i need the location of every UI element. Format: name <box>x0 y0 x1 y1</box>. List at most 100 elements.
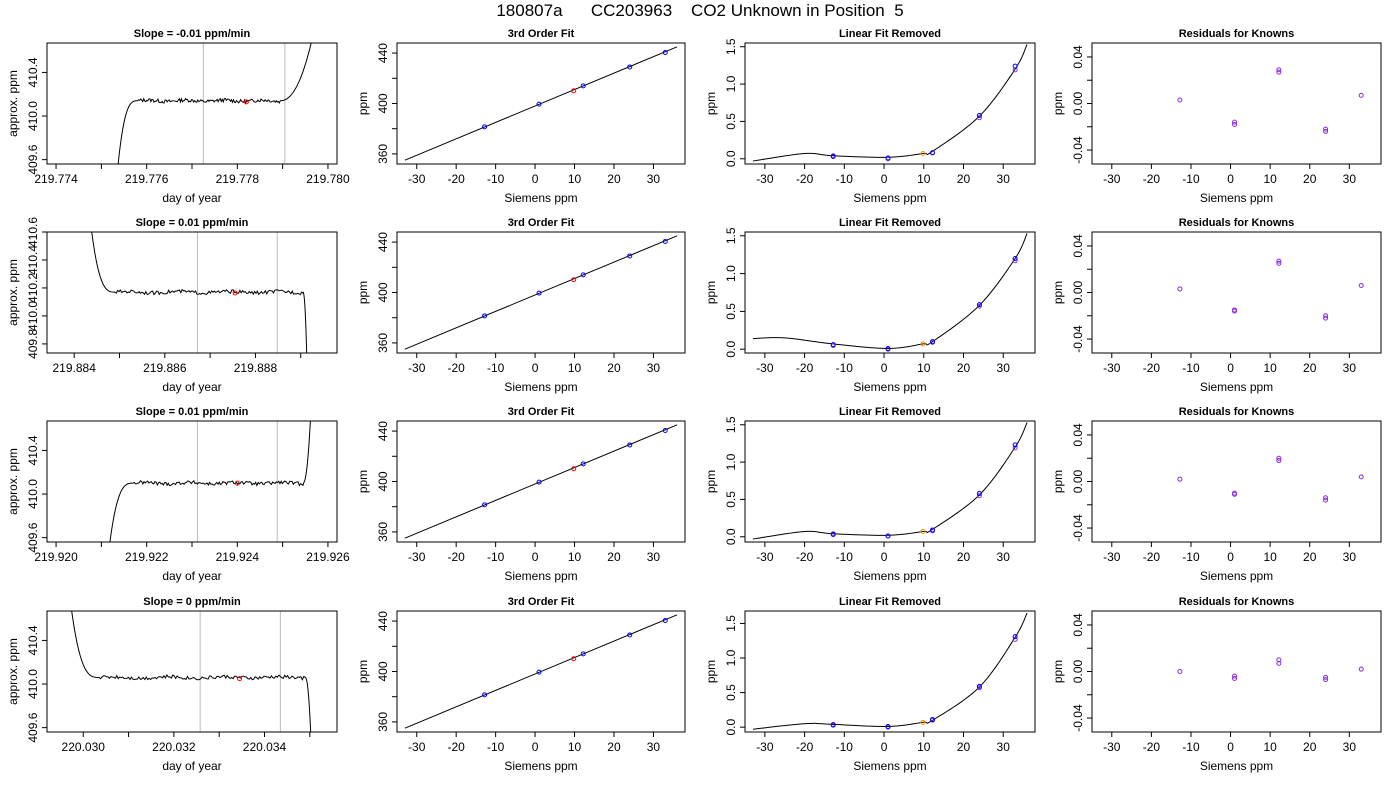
plot-area <box>752 44 1028 162</box>
x-tick-label: 10 <box>568 740 582 754</box>
x-tick-label: -20 <box>1143 172 1161 186</box>
known-point <box>976 115 982 121</box>
x-tick-label: -20 <box>448 740 466 754</box>
x-tick-label: -30 <box>1103 740 1121 754</box>
residual-point <box>1232 673 1238 679</box>
residual-point <box>1276 67 1282 73</box>
x-tick-label: 0 <box>1227 740 1234 754</box>
unknown-point <box>571 466 577 472</box>
x-tick-label: -20 <box>1143 550 1161 564</box>
y-axis-label: ppm <box>704 660 718 683</box>
y-tick-label: -0.04 <box>1071 136 1085 164</box>
unknown-average-point <box>237 676 243 682</box>
residual-point <box>1358 666 1364 672</box>
plot-frame <box>1091 420 1382 543</box>
plot-area <box>117 43 312 164</box>
y-tick-label: 0.04 <box>1071 234 1085 258</box>
y-tick-label: 0.04 <box>1071 423 1085 447</box>
known-point <box>1012 445 1018 451</box>
x-tick-label: 219.774 <box>34 172 78 186</box>
x-tick-label: -20 <box>1143 361 1161 375</box>
y-tick-label: 0.5 <box>724 303 738 320</box>
x-tick-label: 20 <box>607 172 621 186</box>
known-point <box>1012 258 1018 264</box>
x-tick-label: 0 <box>881 172 888 186</box>
y-axis-label: ppm <box>356 281 370 304</box>
x-tick-label: 20 <box>607 550 621 564</box>
y-tick-label: 400 <box>376 282 390 302</box>
plot-area <box>404 235 678 350</box>
known-point <box>976 302 982 308</box>
x-tick-label: -30 <box>756 550 774 564</box>
known-point <box>830 342 836 348</box>
panel-title: Residuals for Knowns <box>1179 28 1295 40</box>
y-tick-label: 410.2 <box>26 273 40 303</box>
x-tick-label: 30 <box>997 361 1011 375</box>
y-axis-label: ppm <box>356 92 370 115</box>
panel-title: Linear Fit Removed <box>839 406 941 418</box>
unknown-point <box>571 88 577 94</box>
x-tick-label: -10 <box>836 172 854 186</box>
panel-title: Residuals for Knowns <box>1179 217 1295 229</box>
residual-point <box>1323 677 1329 683</box>
x-tick-label: 0 <box>532 361 539 375</box>
known-point <box>482 692 488 698</box>
panel-title: Linear Fit Removed <box>839 217 941 229</box>
known-point <box>662 427 668 433</box>
known-point <box>1012 442 1018 448</box>
y-tick-label: 409.8 <box>26 329 40 359</box>
y-tick-label: 0.5 <box>724 113 738 130</box>
plot-frame <box>744 42 1036 165</box>
y-tick-label: 400 <box>376 93 390 113</box>
x-tick-label: 10 <box>568 550 582 564</box>
x-axis-label: day of year <box>162 191 221 205</box>
residual-point <box>1276 260 1282 266</box>
y-tick-label: 410.0 <box>26 101 40 131</box>
residual-point <box>1276 660 1282 666</box>
x-axis-label: Siemens ppm <box>1200 759 1273 773</box>
plot-frame <box>744 420 1036 543</box>
y-tick-label: 410.4 <box>26 245 40 275</box>
known-point <box>580 461 586 467</box>
x-tick-label: 219.884 <box>52 361 96 375</box>
x-tick-label: 10 <box>1263 361 1277 375</box>
panel-r4-third-order-fit: -30 -20 -10 0 10 20 30 360 400 440 3rd Order Fit Si… <box>356 596 686 773</box>
x-tick-label: 0 <box>532 550 539 564</box>
plot-frame <box>744 610 1036 733</box>
x-tick-label: -10 <box>836 550 854 564</box>
residual-point <box>1276 458 1282 464</box>
panel-r2-timeseries: 219.884 219.886 219.888409.8410.0410.2410.… <box>6 217 338 394</box>
x-axis-label: Siemens ppm <box>504 380 577 394</box>
residual-curve <box>752 233 1028 349</box>
panel-title: 3rd Order Fit <box>508 217 575 229</box>
residual-point <box>1177 669 1183 674</box>
panel-title: 3rd Order Fit <box>508 28 575 40</box>
y-axis-label: ppm <box>1051 281 1065 304</box>
known-point <box>1012 63 1018 69</box>
known-point <box>627 64 633 70</box>
known-point <box>830 532 836 538</box>
y-axis-label: ppm <box>356 470 370 493</box>
known-point <box>662 49 668 55</box>
panel-title: Slope = 0.01 ppm/min <box>136 217 249 229</box>
x-tick-label: -20 <box>448 550 466 564</box>
x-tick-label: -20 <box>796 361 814 375</box>
residual-point <box>1323 315 1329 321</box>
y-tick-label: 409.6 <box>26 522 40 552</box>
panel-r2-third-order-fit: -30 -20 -10 0 10 20 30 360 400 440 3rd Order Fit Si… <box>356 217 686 394</box>
x-tick-label: -10 <box>836 740 854 754</box>
x-tick-label: -10 <box>487 361 505 375</box>
x-tick-label: 10 <box>917 740 931 754</box>
residual-point <box>1358 474 1364 480</box>
y-axis-label: ppm <box>704 92 718 115</box>
y-tick-label: 440 <box>376 43 390 63</box>
x-tick-label: 30 <box>647 740 661 754</box>
residual-point <box>1177 286 1183 292</box>
panel-title: Slope = 0.01 ppm/min <box>136 406 249 418</box>
residual-point <box>1323 497 1329 503</box>
unknown-point <box>920 529 926 535</box>
x-tick-label: 219.922 <box>125 550 169 564</box>
x-axis-label: Siemens ppm <box>853 191 926 205</box>
x-tick-label: -20 <box>796 740 814 754</box>
plot-area <box>752 233 1028 352</box>
